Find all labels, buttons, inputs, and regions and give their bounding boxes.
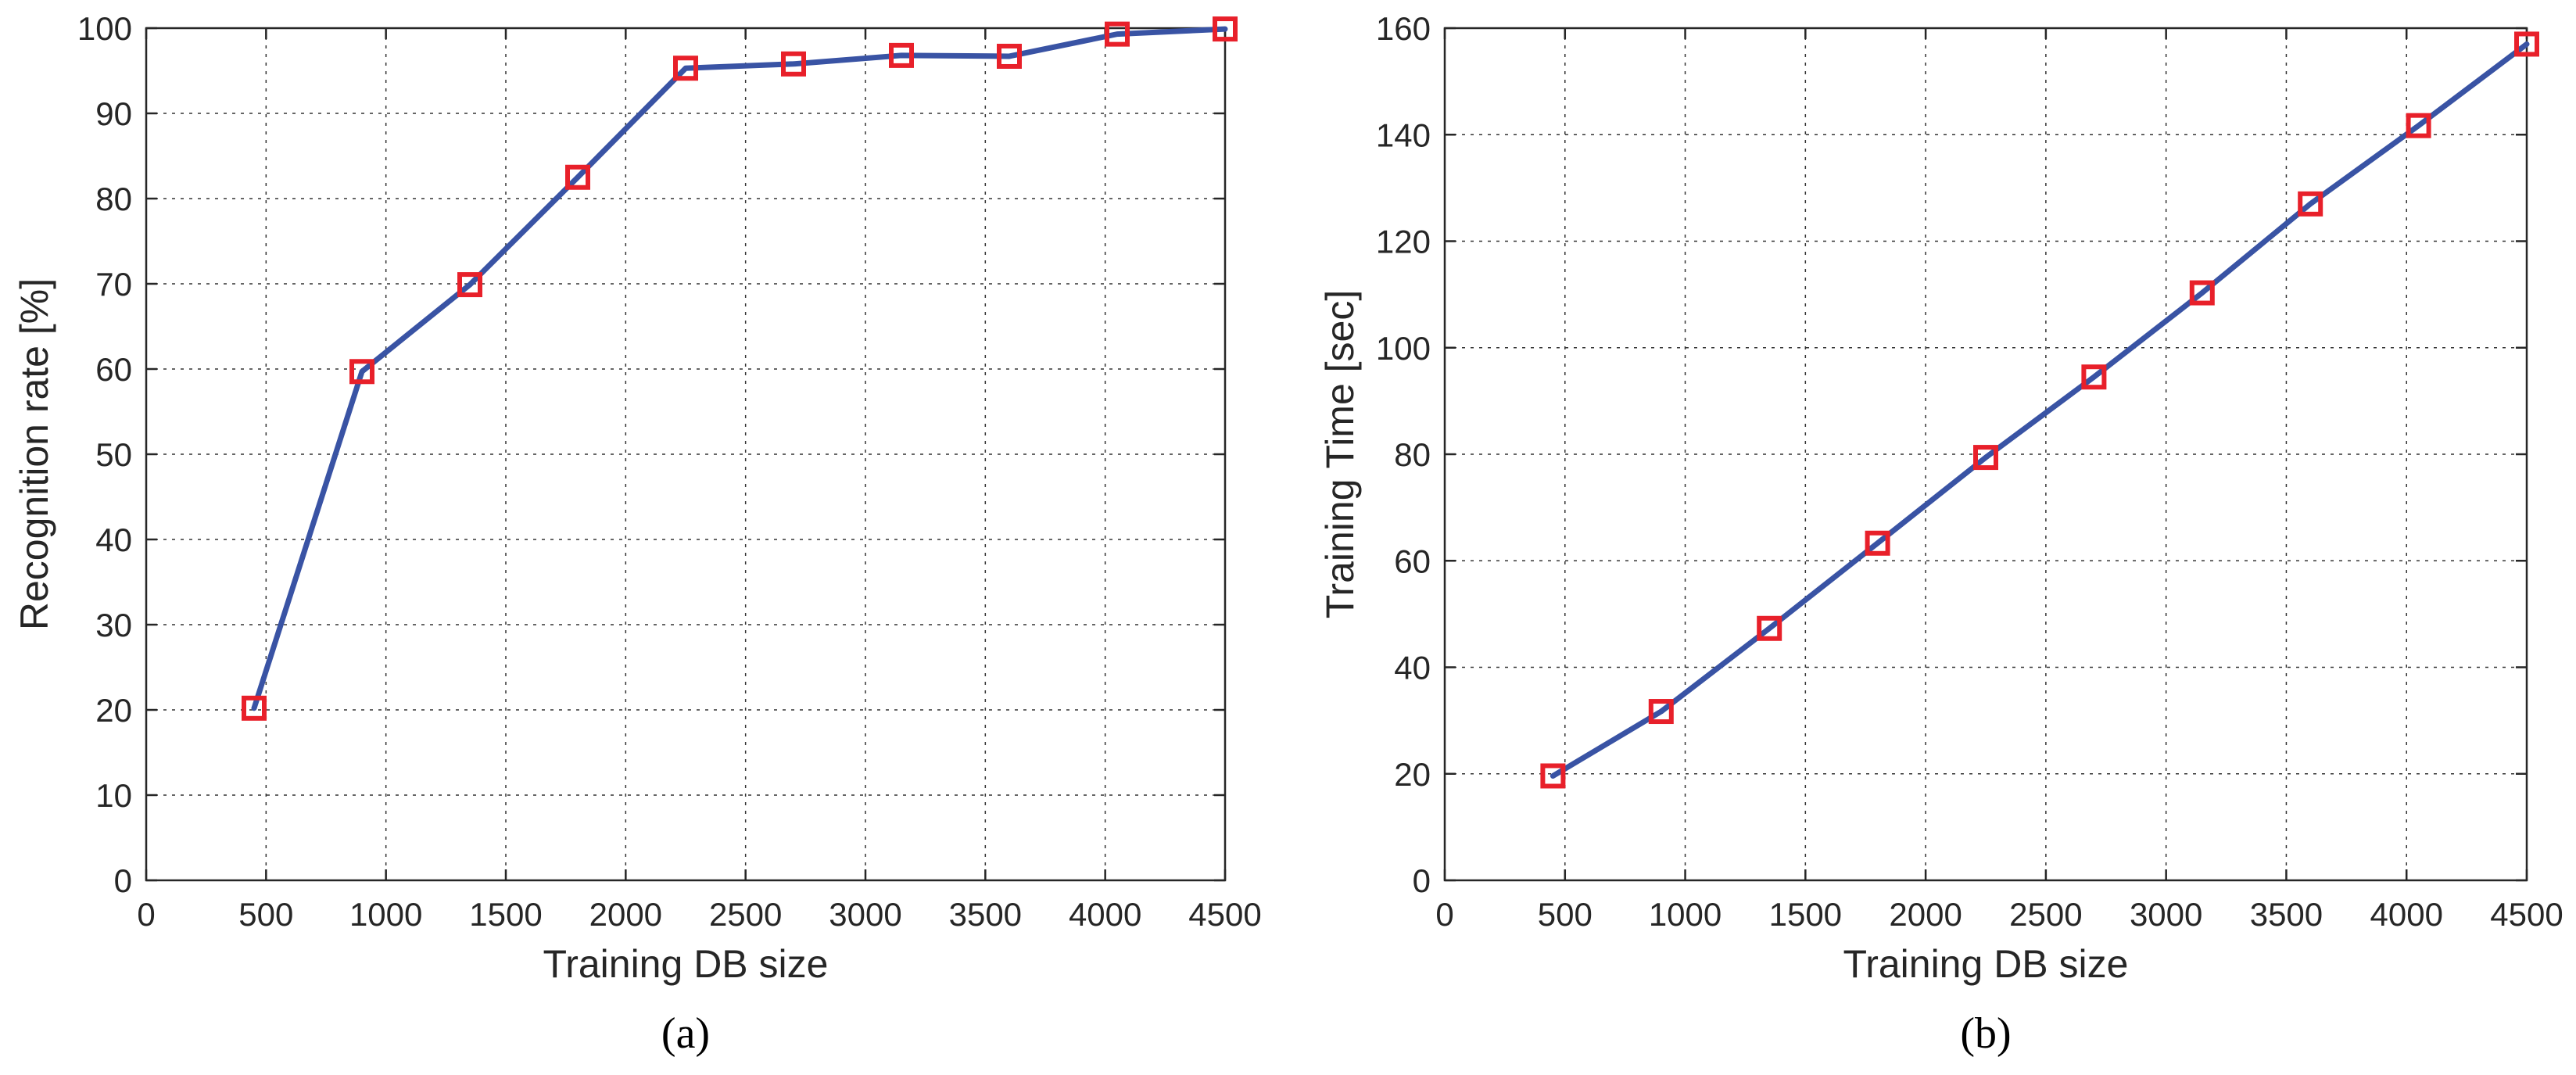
x-tick-label: 500	[1538, 896, 1593, 933]
x-tick-label: 500	[238, 896, 293, 933]
chart-panel-b: 0 500 1000 1500 2000 2500 3000 3500 4000 4500 0 20 4…	[1318, 10, 2563, 1058]
y-tick-label: 120	[1376, 224, 1431, 260]
data-point-marker	[349, 359, 374, 385]
x-tick-label: 2000	[1889, 896, 1962, 933]
y-tick-label: 40	[1394, 650, 1431, 686]
y-tick-label: 30	[95, 607, 132, 643]
x-tick-label: 3000	[2130, 896, 2202, 933]
x-tick-label: 3500	[2250, 896, 2323, 933]
x-tick-label: 3500	[949, 896, 1022, 933]
data-point-marker	[1540, 763, 1566, 789]
y-axis-title: Recognition rate [%]	[13, 278, 56, 630]
x-tick-label: 4000	[2370, 896, 2443, 933]
y-tick-label: 100	[77, 10, 132, 47]
plot-area-a	[146, 28, 1225, 880]
data-point-marker	[1213, 16, 1238, 42]
x-tick-label: 0	[1435, 896, 1453, 933]
data-point-marker	[2298, 191, 2323, 217]
y-tick-label: 160	[1376, 10, 1431, 47]
x-tick-label: 2500	[2009, 896, 2082, 933]
data-point-marker	[889, 42, 914, 68]
y-tick-label: 20	[95, 692, 132, 729]
x-tick-label: 4000	[1069, 896, 1141, 933]
data-point-marker	[242, 695, 267, 721]
y-tick-label: 60	[1394, 543, 1431, 579]
data-point-marker	[997, 43, 1022, 69]
data-point-marker	[1648, 699, 1674, 725]
data-point-marker	[2514, 31, 2539, 57]
x-axis-title: Training DB size	[543, 942, 829, 986]
y-tick-label: 90	[95, 95, 132, 132]
data-point-marker	[565, 164, 590, 190]
axes-frame-b	[1443, 27, 2528, 882]
data-point-marker	[1865, 530, 1890, 556]
y-tick-label: 80	[1394, 436, 1431, 473]
series-line	[251, 26, 1228, 711]
x-tick-label: 1000	[1649, 896, 1722, 933]
x-tick-label: 0	[137, 896, 155, 933]
data-point-marker	[2189, 280, 2215, 306]
x-axis-title: Training DB size	[1843, 942, 2129, 986]
data-point-marker	[457, 272, 482, 298]
panel-caption: (a)	[661, 1009, 710, 1058]
data-point-marker	[781, 51, 806, 77]
y-tick-label: 80	[95, 181, 132, 217]
x-tick-label: 4500	[1188, 896, 1261, 933]
data-point-marker	[1105, 21, 1130, 47]
data-point-marker	[2406, 113, 2431, 138]
y-axis-title: Training Time [sec]	[1318, 290, 1362, 619]
y-tick-label: 20	[1394, 756, 1431, 793]
data-point-marker	[1973, 445, 1998, 471]
y-tick-label: 50	[95, 436, 132, 473]
x-tick-label: 4500	[2490, 896, 2563, 933]
axes-frame-a	[145, 27, 1227, 882]
x-tick-label: 1500	[469, 896, 542, 933]
y-tick-label: 0	[114, 862, 132, 899]
x-tick-label: 1000	[349, 896, 422, 933]
data-point-marker	[2081, 364, 2107, 390]
x-tick-label: 1500	[1769, 896, 1842, 933]
y-tick-label: 40	[95, 521, 132, 558]
y-tick-label: 70	[95, 266, 132, 303]
y-tick-label: 0	[1413, 862, 1431, 899]
x-tick-label: 2000	[589, 896, 662, 933]
chart-panel-a: 0 500 1000 1500 2000 2500 3000 3500 4000 4500 0 10 2…	[13, 10, 1262, 1058]
data-point-marker	[673, 56, 698, 81]
y-tick-label: 60	[95, 351, 132, 388]
panel-caption: (b)	[1960, 1009, 2011, 1058]
series-line	[1550, 41, 2530, 779]
x-tick-label: 2500	[709, 896, 782, 933]
data-point-marker	[1757, 615, 1782, 641]
y-tick-label: 140	[1376, 116, 1431, 153]
x-tick-label: 3000	[829, 896, 901, 933]
y-tick-label: 10	[95, 777, 132, 814]
y-tick-label: 100	[1376, 330, 1431, 367]
